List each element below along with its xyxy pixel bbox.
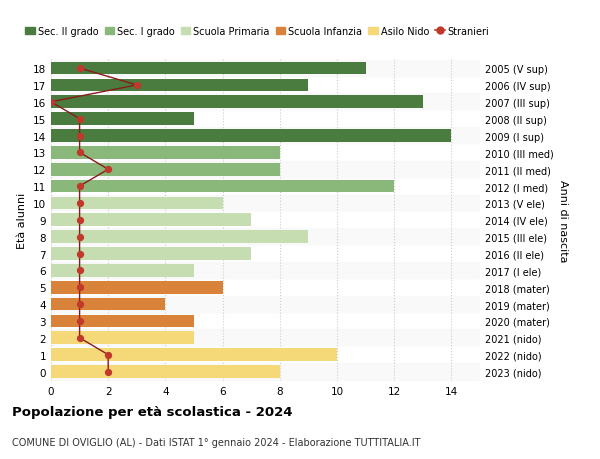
Bar [51, 128, 480, 145]
Bar [51, 197, 223, 210]
Point [132, 82, 142, 90]
Bar [51, 111, 480, 128]
Bar [51, 62, 365, 75]
Bar [51, 113, 194, 126]
Bar [51, 130, 451, 142]
Point [75, 217, 85, 224]
Point [75, 65, 85, 73]
Bar [51, 147, 280, 159]
Point [103, 368, 113, 375]
Bar [51, 162, 480, 178]
Point [75, 301, 85, 308]
Point [103, 351, 113, 358]
Bar [51, 263, 480, 279]
Bar [51, 281, 223, 294]
Bar [51, 77, 480, 94]
Bar [51, 180, 394, 193]
Point [75, 250, 85, 257]
Legend: Sec. II grado, Sec. I grado, Scuola Primaria, Scuola Infanzia, Asilo Nido, Stran: Sec. II grado, Sec. I grado, Scuola Prim… [22, 23, 493, 40]
Bar [51, 296, 480, 313]
Point [46, 99, 56, 106]
Bar [51, 347, 480, 364]
Y-axis label: Età alunni: Età alunni [17, 192, 28, 248]
Bar [51, 231, 308, 243]
Bar [51, 79, 308, 92]
Bar [51, 298, 166, 311]
Bar [51, 330, 480, 347]
Point [75, 335, 85, 342]
Point [75, 284, 85, 291]
Bar [51, 348, 337, 361]
Bar [51, 214, 251, 227]
Point [75, 149, 85, 157]
Point [75, 183, 85, 190]
Point [75, 133, 85, 140]
Bar [51, 61, 480, 77]
Bar [51, 212, 480, 229]
Bar [51, 163, 280, 176]
Bar [51, 229, 480, 246]
Bar [51, 195, 480, 212]
Bar [51, 365, 280, 378]
Point [75, 318, 85, 325]
Bar [51, 248, 251, 260]
Point [75, 116, 85, 123]
Bar [51, 364, 480, 380]
Bar [51, 96, 423, 109]
Bar [51, 315, 194, 328]
Point [75, 234, 85, 241]
Point [103, 166, 113, 174]
Text: COMUNE DI OVIGLIO (AL) - Dati ISTAT 1° gennaio 2024 - Elaborazione TUTTITALIA.IT: COMUNE DI OVIGLIO (AL) - Dati ISTAT 1° g… [12, 437, 421, 447]
Bar [51, 264, 194, 277]
Bar [51, 313, 480, 330]
Bar [51, 145, 480, 162]
Text: Popolazione per età scolastica - 2024: Popolazione per età scolastica - 2024 [12, 405, 293, 419]
Point [75, 267, 85, 274]
Point [75, 200, 85, 207]
Bar [51, 94, 480, 111]
Bar [51, 246, 480, 263]
Bar [51, 279, 480, 296]
Bar [51, 332, 194, 344]
Y-axis label: Anni di nascita: Anni di nascita [557, 179, 568, 262]
Bar [51, 178, 480, 195]
